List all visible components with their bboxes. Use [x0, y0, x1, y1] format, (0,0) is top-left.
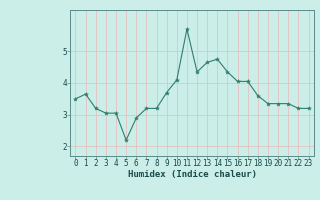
X-axis label: Humidex (Indice chaleur): Humidex (Indice chaleur)	[127, 170, 257, 179]
